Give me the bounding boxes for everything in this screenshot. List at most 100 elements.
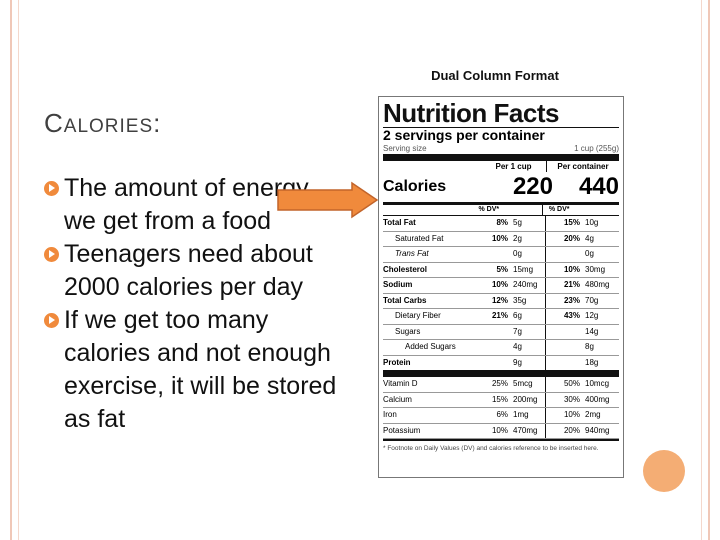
footnote: * Footnote on Daily Values (DV) and calo… xyxy=(383,445,599,452)
vitamin-row: Calcium 15% 200mg 30% 400mg xyxy=(383,392,619,408)
col1-header: Per 1 cup xyxy=(481,161,547,172)
dv-header-1: % DV* xyxy=(479,205,543,215)
nutrient-amt2: 14g xyxy=(585,326,599,336)
nutrient-amt1: 35g xyxy=(508,293,546,308)
nutrient-dv2 xyxy=(546,325,580,340)
nutrient-dv1: 10% xyxy=(491,280,508,289)
vitamin-dv2: 50% xyxy=(563,379,580,388)
nutrient-amt1: 15mg xyxy=(508,262,546,277)
nutrient-row: Dietary Fiber 21% 6g 43% 12g xyxy=(383,309,619,325)
nutrient-dv2 xyxy=(546,340,580,355)
nutrient-amt2: 12g xyxy=(585,311,599,320)
nutrient-dv1: 10% xyxy=(491,233,508,243)
nutrient-dv2: 10% xyxy=(563,264,580,274)
nutrient-dv1: 8% xyxy=(496,218,508,227)
nutrient-dv2 xyxy=(546,356,580,371)
vitamin-amt1: 1mg xyxy=(508,408,546,423)
vitamin-name: Potassium xyxy=(383,425,421,435)
nutrient-amt2: 70g xyxy=(585,295,599,305)
nutrient-name: Total Fat xyxy=(383,218,416,227)
nutrient-row: Sodium 10% 240mg 21% 480mg xyxy=(383,278,619,294)
bullet-item: Teenagers need about 2000 calories per d… xyxy=(44,238,344,304)
nutrient-dv2: 23% xyxy=(563,295,580,305)
nutrient-dv1 xyxy=(481,325,508,340)
nutrient-row: Saturated Fat 10% 2g 20% 4g xyxy=(383,231,619,247)
serving-size-label: Serving size xyxy=(383,144,427,153)
nutrient-amt2: 480mg xyxy=(585,280,610,289)
vitamin-dv1: 25% xyxy=(491,379,508,388)
bullet-arrow-icon xyxy=(44,181,59,196)
nutrient-name: Sodium xyxy=(383,280,413,289)
nutrient-amt2: 4g xyxy=(585,233,594,243)
vitamin-dv2: 10% xyxy=(563,410,580,419)
calories-label: Calories xyxy=(383,178,447,195)
nutrient-dv1 xyxy=(481,340,508,355)
nutrient-row: Sugars 7g 14g xyxy=(383,324,619,340)
vitamin-dv1: 10% xyxy=(491,425,508,435)
title-cap: C xyxy=(44,108,64,138)
nutrient-name: Dietary Fiber xyxy=(395,311,441,320)
vitamin-name: Iron xyxy=(383,410,397,419)
nutrient-amt2: 18g xyxy=(585,357,599,367)
nutrient-row: Added Sugars 4g 8g xyxy=(383,340,619,356)
nutrient-dv2: 21% xyxy=(563,280,580,289)
nutrition-facts-box: Nutrition Facts 2 servings per container… xyxy=(378,96,624,478)
slide-title: CALORIES: xyxy=(44,108,161,139)
nutrient-amt1: 4g xyxy=(508,340,546,355)
nutrient-row: Protein 9g 18g xyxy=(383,355,619,371)
vitamin-dv1: 6% xyxy=(496,410,508,419)
nutrient-row: Trans Fat 0g 0g xyxy=(383,247,619,263)
pointer-arrow-icon xyxy=(277,181,379,219)
vitamin-amt2: 2mg xyxy=(585,410,601,419)
vitamin-amt2: 940mg xyxy=(585,425,610,435)
nutrient-name: Added Sugars xyxy=(405,342,456,351)
nutrient-amt1: 7g xyxy=(508,324,546,339)
nutrition-label-panel: Dual Column Format Nutrition Facts 2 ser… xyxy=(376,64,628,480)
bullet-arrow-icon xyxy=(44,247,59,262)
slide-frame-inner xyxy=(18,0,702,540)
bullet-arrow-icon xyxy=(44,313,59,328)
nutrient-dv1: 21% xyxy=(491,311,508,320)
nutrient-row: Cholesterol 5% 15mg 10% 30mg xyxy=(383,262,619,278)
serving-size-row: Serving size 1 cup (255g) xyxy=(383,143,619,154)
vitamin-dv1: 15% xyxy=(491,394,508,404)
nutrient-dv1 xyxy=(481,356,508,371)
nutrient-amt1: 9g xyxy=(508,355,546,370)
calories-row: Calories 220 440 xyxy=(383,172,619,202)
title-colon: : xyxy=(153,108,162,138)
nutrient-amt1: 5g xyxy=(508,216,546,231)
calories-col2: 440 xyxy=(578,173,619,200)
vitamin-row: Iron 6% 1mg 10% 2mg xyxy=(383,408,619,424)
nutrient-dv2: 43% xyxy=(563,311,580,320)
nutrient-dv1: 12% xyxy=(491,295,508,305)
nutrition-heading: Nutrition Facts xyxy=(383,98,559,128)
dv-header-2: % DV* xyxy=(548,206,570,213)
nutrient-dv2 xyxy=(546,247,580,262)
vitamin-amt2: 10mcg xyxy=(585,379,610,388)
nutrient-row: Total Fat 8% 5g 15% 10g xyxy=(383,216,619,232)
serving-size-value: 1 cup (255g) xyxy=(574,144,619,153)
vitamin-name: Vitamin D xyxy=(383,379,418,388)
title-rest: ALORIES xyxy=(63,116,154,137)
nutrient-amt2: 10g xyxy=(585,218,599,227)
nutrient-amt1: 6g xyxy=(508,309,546,324)
bullet-text: Teenagers need about 2000 calories per d… xyxy=(64,240,313,301)
nutrient-name: Cholesterol xyxy=(383,264,428,274)
col2-header: Per container xyxy=(557,162,609,171)
nutrient-name: Protein xyxy=(383,357,411,367)
vitamin-dv2: 30% xyxy=(563,394,580,404)
nutrient-name: Sugars xyxy=(395,326,421,336)
nutrient-amt1: 2g xyxy=(508,231,546,246)
nutrient-amt2: 30mg xyxy=(585,264,606,274)
vitamin-row: Vitamin D 25% 5mcg 50% 10mcg xyxy=(383,377,619,393)
vitamin-amt1: 470mg xyxy=(508,423,546,438)
servings-per-container: 2 servings per container xyxy=(383,127,545,143)
bullet-text: If we get too many calories and not enou… xyxy=(64,306,337,433)
format-title: Dual Column Format xyxy=(431,68,559,83)
vitamin-amt1: 5mcg xyxy=(508,377,546,392)
nutrient-amt1: 240mg xyxy=(508,278,546,293)
vitamin-dv2: 20% xyxy=(563,425,580,435)
nutrient-amt1: 0g xyxy=(508,247,546,262)
nutrient-row: Total Carbs 12% 35g 23% 70g xyxy=(383,293,619,309)
vitamin-amt1: 200mg xyxy=(508,392,546,407)
